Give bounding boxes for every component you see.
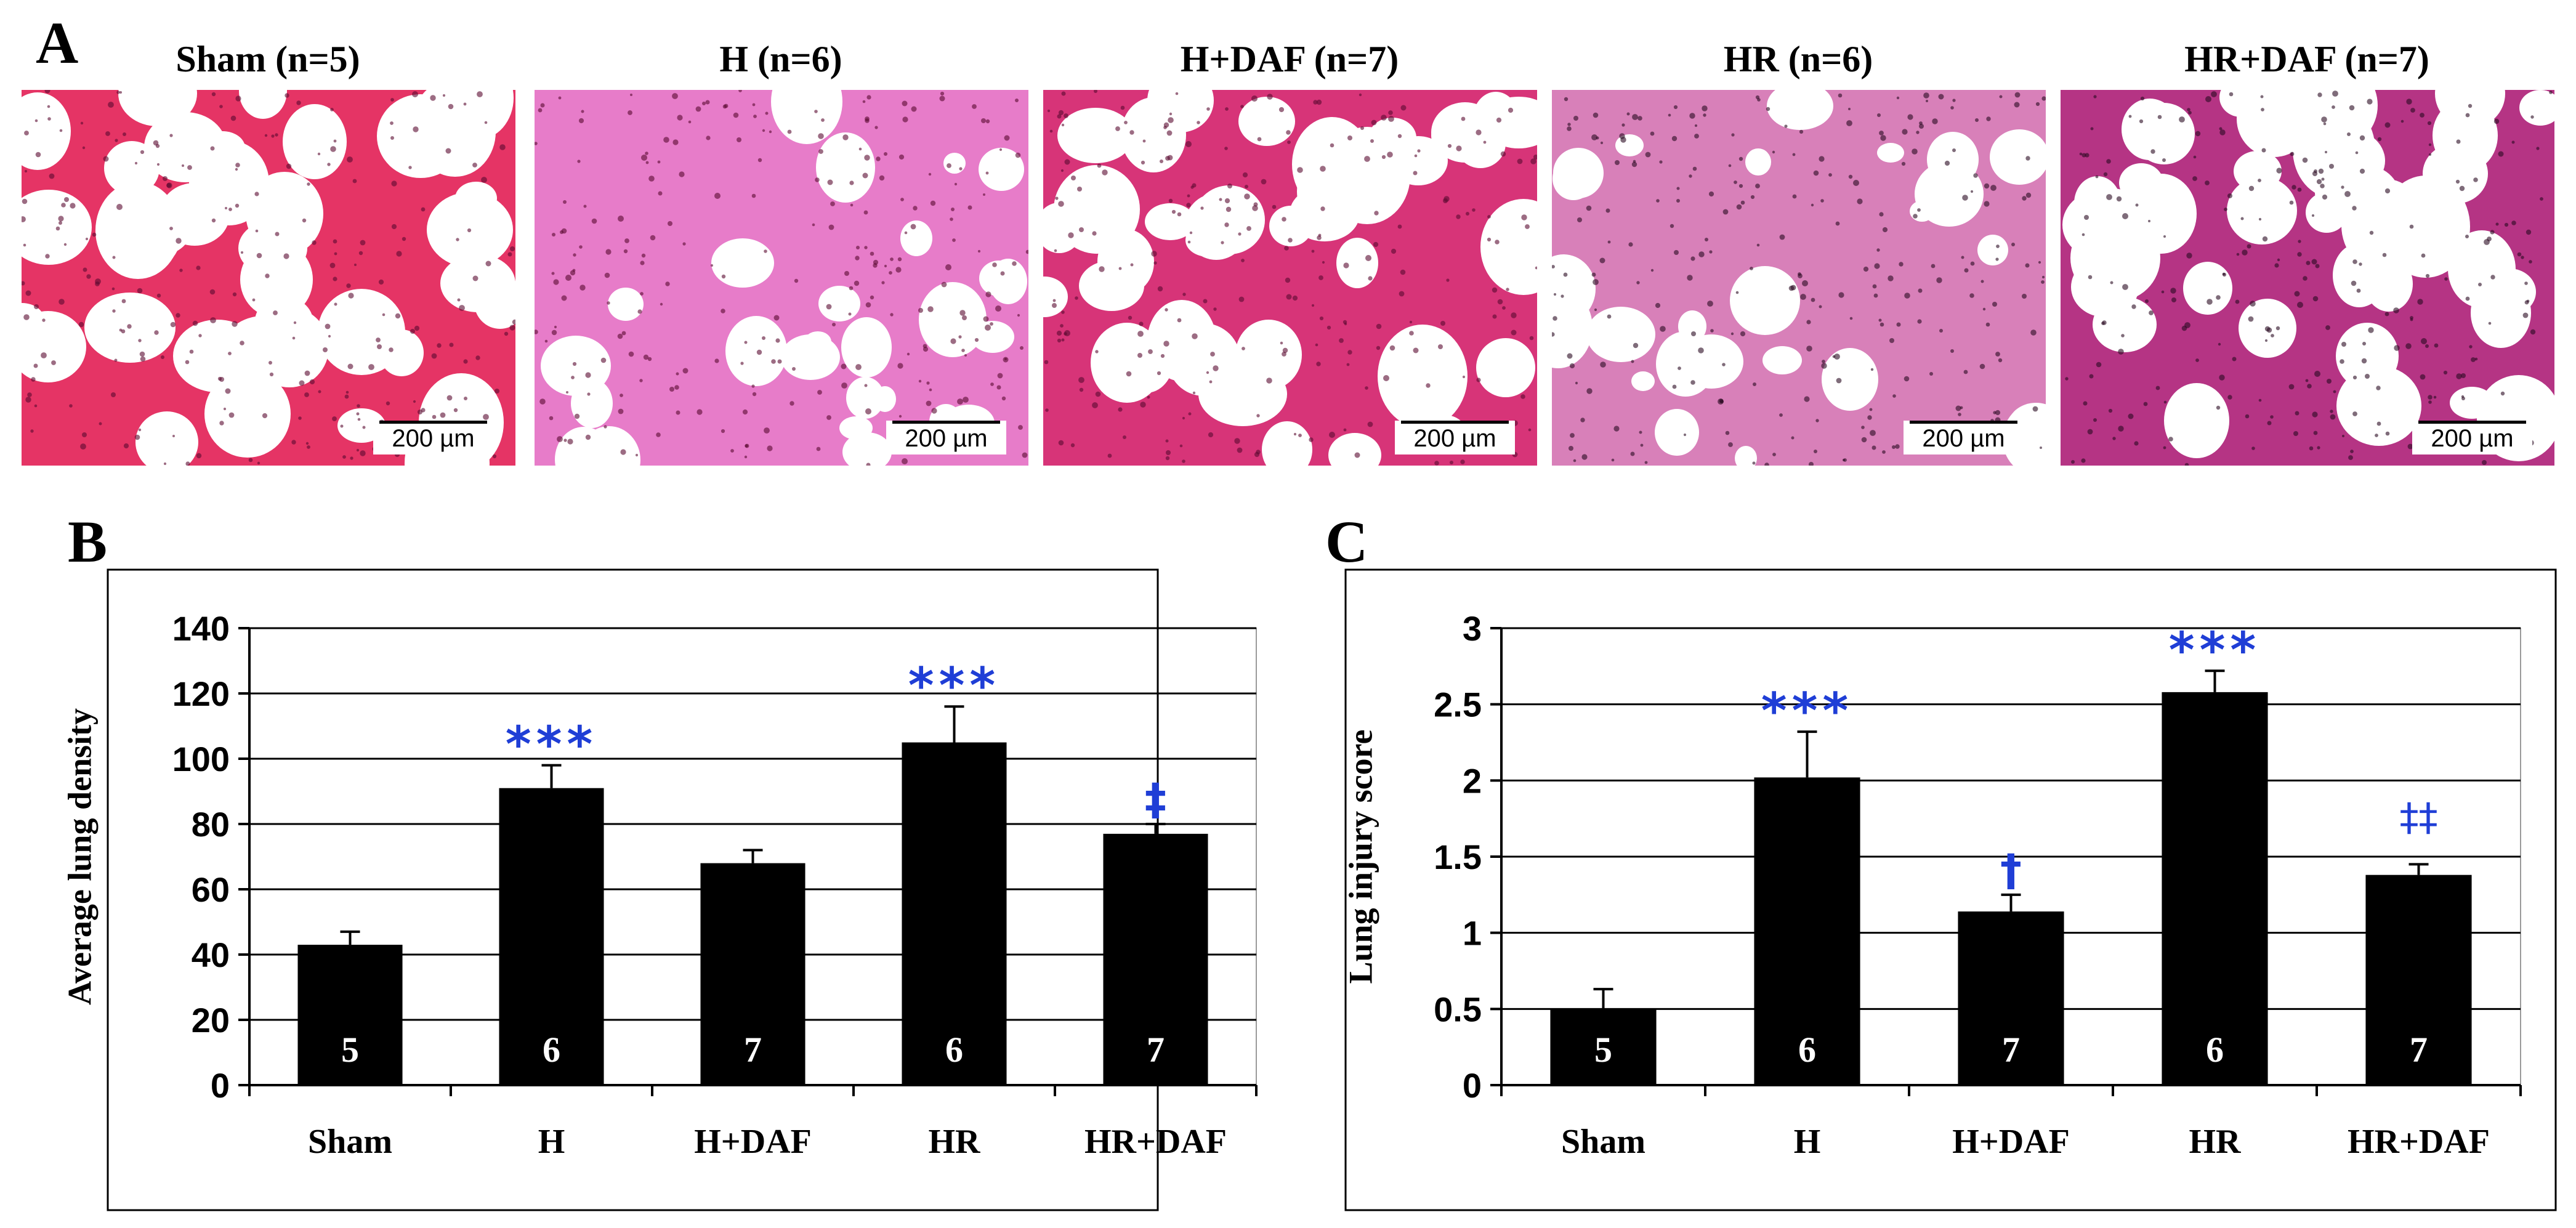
significance-marker: *** (506, 716, 598, 774)
bar-count-label: 6 (2206, 1030, 2224, 1070)
y-axis-label: Average lung density (61, 708, 98, 1005)
x-tick-label: HR (2189, 1123, 2242, 1161)
scale-bar-label: 200 µm (2431, 425, 2514, 452)
tissue-stain (535, 90, 1028, 466)
micrograph-image: 200 µm (1043, 90, 1537, 466)
y-tick-label: 60 (192, 870, 230, 909)
scale-bar-label: 200 µm (905, 425, 988, 452)
micrograph-image: 200 µm (2061, 90, 2554, 466)
y-tick-label: 40 (192, 935, 230, 974)
bar (499, 788, 604, 1085)
significance-marker: † (2000, 845, 2022, 895)
y-tick-label: 120 (172, 674, 230, 713)
y-tick-label: 0 (1463, 1066, 1482, 1105)
panel-label-c: C (1325, 509, 1368, 575)
scale-bar: 200 µm (886, 421, 1006, 454)
significance-marker: ‡‡ (2400, 794, 2438, 839)
bar-count-label: 7 (2410, 1030, 2428, 1070)
bar-count-label: 6 (945, 1030, 963, 1070)
bar-count-label: 7 (2002, 1030, 2020, 1070)
scale-bar-line (2418, 421, 2526, 424)
bar-count-label: 7 (1147, 1030, 1165, 1070)
bar (297, 945, 403, 1085)
micrograph-title: HR+DAF (n=7) (2184, 39, 2429, 79)
bar-count-label: 6 (543, 1030, 560, 1070)
tissue-stain (1043, 90, 1537, 466)
micrograph-image: 200 µm (22, 90, 515, 466)
x-tick-label: HR (929, 1123, 981, 1161)
tissue-stain (1552, 90, 2046, 466)
scale-bar: 200 µm (373, 421, 493, 454)
y-axis-label: Lung injury score (1342, 729, 1379, 984)
bar (2365, 875, 2472, 1085)
x-tick-label: H+DAF (694, 1123, 812, 1161)
bar (1103, 833, 1208, 1085)
micrograph-title: H (n=6) (719, 39, 842, 79)
x-tick-label: HR+DAF (1084, 1123, 1227, 1161)
bar (2162, 692, 2268, 1085)
significance-marker: ‡ (1145, 774, 1166, 825)
micrograph-title: H+DAF (n=7) (1180, 39, 1399, 79)
y-tick-label: 0.5 (1434, 990, 1482, 1028)
significance-marker: *** (2169, 621, 2261, 679)
bar-count-label: 5 (1594, 1030, 1612, 1070)
bar-count-label: 7 (744, 1030, 762, 1070)
y-tick-label: 140 (172, 609, 230, 648)
panel-label-b: B (68, 509, 108, 575)
scale-bar-label: 200 µm (1922, 425, 2005, 452)
significance-marker: *** (908, 657, 1001, 714)
y-tick-label: 3 (1463, 609, 1482, 648)
y-tick-label: 1 (1463, 914, 1482, 953)
micrograph-title: HR (n=6) (1723, 39, 1873, 79)
scale-bar: 200 µm (2412, 421, 2532, 454)
x-tick-label: Sham (1561, 1123, 1645, 1161)
significance-marker: *** (1761, 682, 1854, 740)
x-tick-label: HR+DAF (2348, 1123, 2490, 1161)
x-tick-label: Sham (308, 1123, 392, 1161)
y-tick-label: 2 (1463, 761, 1482, 800)
scale-bar-line (892, 421, 1000, 424)
scale-bar-line (1910, 421, 2017, 424)
x-tick-label: H+DAF (1952, 1123, 2070, 1161)
y-tick-label: 1.5 (1434, 838, 1482, 876)
bar (1550, 1009, 1657, 1085)
bar-count-label: 5 (341, 1030, 359, 1070)
scale-bar-line (1401, 421, 1509, 424)
tissue-stain (2061, 90, 2554, 466)
bar (1958, 911, 2064, 1085)
x-tick-label: H (1794, 1123, 1821, 1161)
panel-label-a: A (36, 10, 79, 76)
bar (902, 742, 1007, 1085)
micrograph-image: 200 µm (1552, 90, 2046, 466)
y-tick-label: 0 (211, 1066, 230, 1105)
micrograph-image: 200 µm (535, 90, 1028, 466)
y-tick-label: 100 (172, 740, 230, 778)
scale-bar-label: 200 µm (392, 425, 475, 452)
bar-count-label: 6 (1798, 1030, 1816, 1070)
bar (700, 863, 806, 1085)
y-tick-label: 2.5 (1434, 685, 1482, 724)
scale-bar: 200 µm (1904, 421, 2024, 454)
y-tick-label: 80 (192, 805, 230, 844)
y-tick-label: 20 (192, 1001, 230, 1040)
tissue-stain (22, 90, 515, 466)
bar (1754, 777, 1860, 1085)
x-tick-label: H (538, 1123, 565, 1161)
micrograph-title: Sham (n=5) (176, 39, 360, 79)
scale-bar-label: 200 µm (1413, 425, 1496, 452)
scale-bar-line (379, 421, 487, 424)
scale-bar: 200 µm (1395, 421, 1515, 454)
chart-frame (1344, 568, 2557, 1211)
